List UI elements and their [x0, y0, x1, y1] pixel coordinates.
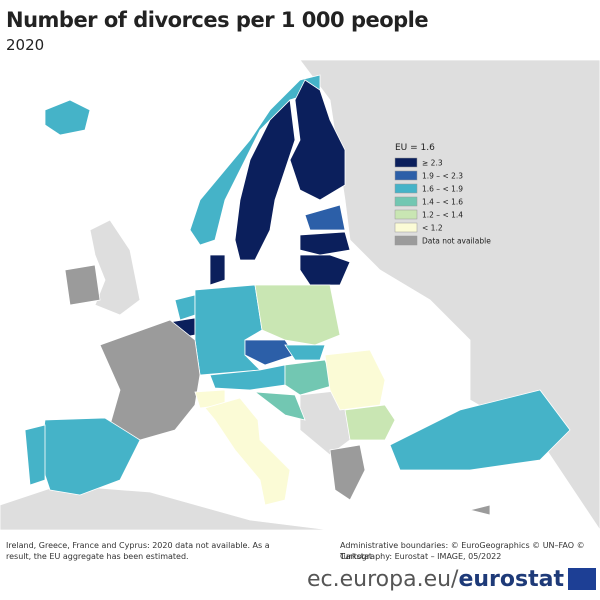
subtitle: 2020 [6, 36, 45, 54]
eu-flag [568, 568, 596, 590]
estonia [304, 204, 346, 231]
legend-label: 1.9 – < 2.3 [422, 172, 463, 181]
brand: eurostat [458, 567, 564, 592]
cartography: Cartography: Eurostat – IMAGE, 05/2022 [340, 552, 502, 561]
greece [329, 444, 366, 501]
boundaries: Administrative boundaries: © EuroGeograp… [340, 541, 585, 561]
footnote: Ireland, Greece, France and Cyprus: 2020… [6, 541, 270, 561]
legend-swatch [394, 235, 418, 246]
portugal [24, 424, 46, 486]
legend-swatch [394, 183, 418, 194]
latvia [299, 231, 351, 256]
hungary [284, 359, 336, 396]
legend-label: ≥ 2.3 [422, 159, 443, 168]
iceland [44, 99, 91, 136]
finland [289, 79, 346, 201]
italy [204, 397, 291, 506]
legend-swatch [394, 222, 418, 233]
legend-title: EU = 1.6 [395, 143, 435, 153]
legend-label: < 1.2 [422, 224, 443, 233]
legend-swatch [394, 157, 418, 168]
romania [324, 349, 386, 411]
sweden [234, 99, 296, 261]
uk [89, 219, 141, 316]
legend-swatch [394, 209, 418, 220]
croatia [253, 391, 306, 421]
legend-swatch [394, 170, 418, 181]
france [99, 319, 201, 441]
bulgaria [344, 404, 396, 441]
legend-label: Data not available [422, 237, 491, 246]
germany [194, 284, 263, 376]
title: Number of divorces per 1 000 people [6, 8, 429, 32]
site: ec.europa.eu/ [307, 567, 459, 592]
slovakia [284, 344, 326, 361]
ireland [64, 264, 101, 306]
czechia [244, 339, 296, 366]
turkey [389, 389, 571, 471]
legend-label: 1.4 – < 1.6 [422, 198, 463, 207]
legend-swatch [394, 196, 418, 207]
legend-label: 1.6 – < 1.9 [422, 185, 463, 194]
legend-label: 1.2 – < 1.4 [422, 211, 463, 220]
legend: EU = 1.6 ≥ 2.3 1.9 – < 2.3 1.6 – < 1.9 1.4 … [394, 143, 491, 246]
denmark [209, 254, 226, 286]
cyprus [469, 504, 491, 516]
logo: ec.europa.eu/eurostat [307, 567, 564, 592]
lithuania [299, 254, 351, 286]
